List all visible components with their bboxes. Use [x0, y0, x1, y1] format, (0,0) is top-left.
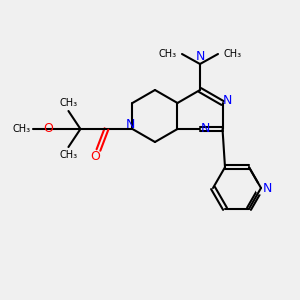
Text: CH₃: CH₃: [159, 49, 177, 59]
Text: N: N: [200, 122, 210, 136]
Text: CH₃: CH₃: [223, 49, 241, 59]
Text: CH₃: CH₃: [59, 150, 77, 160]
Text: CH₃: CH₃: [59, 98, 77, 108]
Text: CH₃: CH₃: [12, 124, 31, 134]
Text: N: N: [126, 118, 135, 131]
Text: O: O: [91, 151, 100, 164]
Text: N: N: [195, 50, 205, 63]
Text: O: O: [44, 122, 53, 136]
Text: N: N: [262, 182, 272, 194]
Text: N: N: [223, 94, 232, 106]
